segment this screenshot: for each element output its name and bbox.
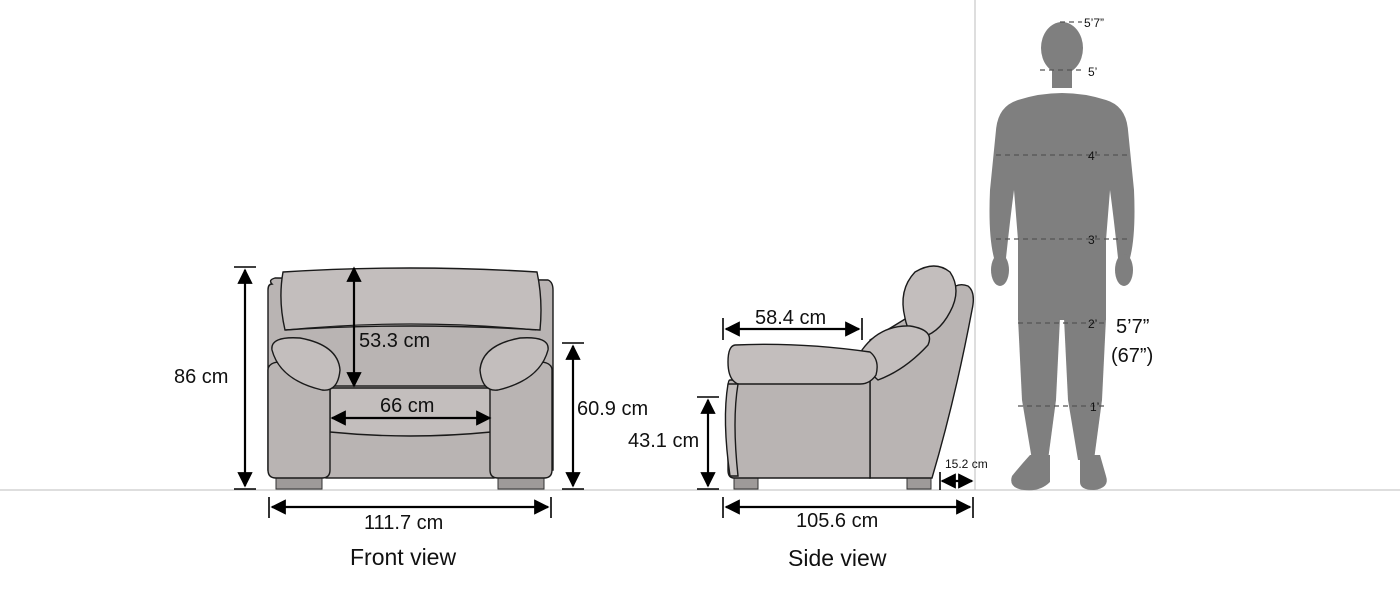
front-height-dimension [234, 266, 256, 490]
side-depth-dimension [722, 497, 974, 518]
front-view-caption: Front view [350, 544, 456, 570]
front-height-label: 86 cm [174, 366, 228, 388]
front-width-dimension [268, 497, 552, 518]
recline-offset-dimension [939, 472, 974, 490]
scale-tick-label: 2’ [1088, 317, 1097, 331]
height-scale-lines [996, 21, 1128, 407]
recline-offset-label: 15.2 cm [945, 457, 988, 471]
scale-tick-label: 4’ [1088, 149, 1097, 163]
seat-width-label: 66 cm [380, 395, 434, 417]
human-silhouette-icon [989, 22, 1135, 491]
scale-tick-label: 5’7” [1084, 16, 1104, 30]
seat-depth-label: 58.4 cm [755, 307, 826, 329]
front-view-sofa [267, 267, 554, 490]
seat-height-dimension [697, 396, 719, 490]
seat-height-label: 43.1 cm [628, 430, 699, 452]
front-width-label: 111.7 cm [364, 512, 443, 534]
side-view-sofa [724, 265, 975, 490]
side-depth-label: 105.6 cm [796, 510, 878, 532]
scale-tick-label: 5’ [1088, 65, 1097, 79]
human-height-label: 5’7” [1116, 316, 1149, 338]
scale-tick-label: 1’ [1090, 400, 1099, 414]
scale-tick-label: 3’ [1088, 233, 1097, 247]
side-view-caption: Side view [788, 545, 887, 571]
seat-depth-dimension [722, 318, 863, 340]
backrest-label: 53.3 cm [359, 330, 430, 352]
human-height-inches-label: (67”) [1111, 345, 1153, 367]
arm-height-dimension [562, 342, 584, 490]
arm-height-label: 60.9 cm [577, 398, 648, 420]
